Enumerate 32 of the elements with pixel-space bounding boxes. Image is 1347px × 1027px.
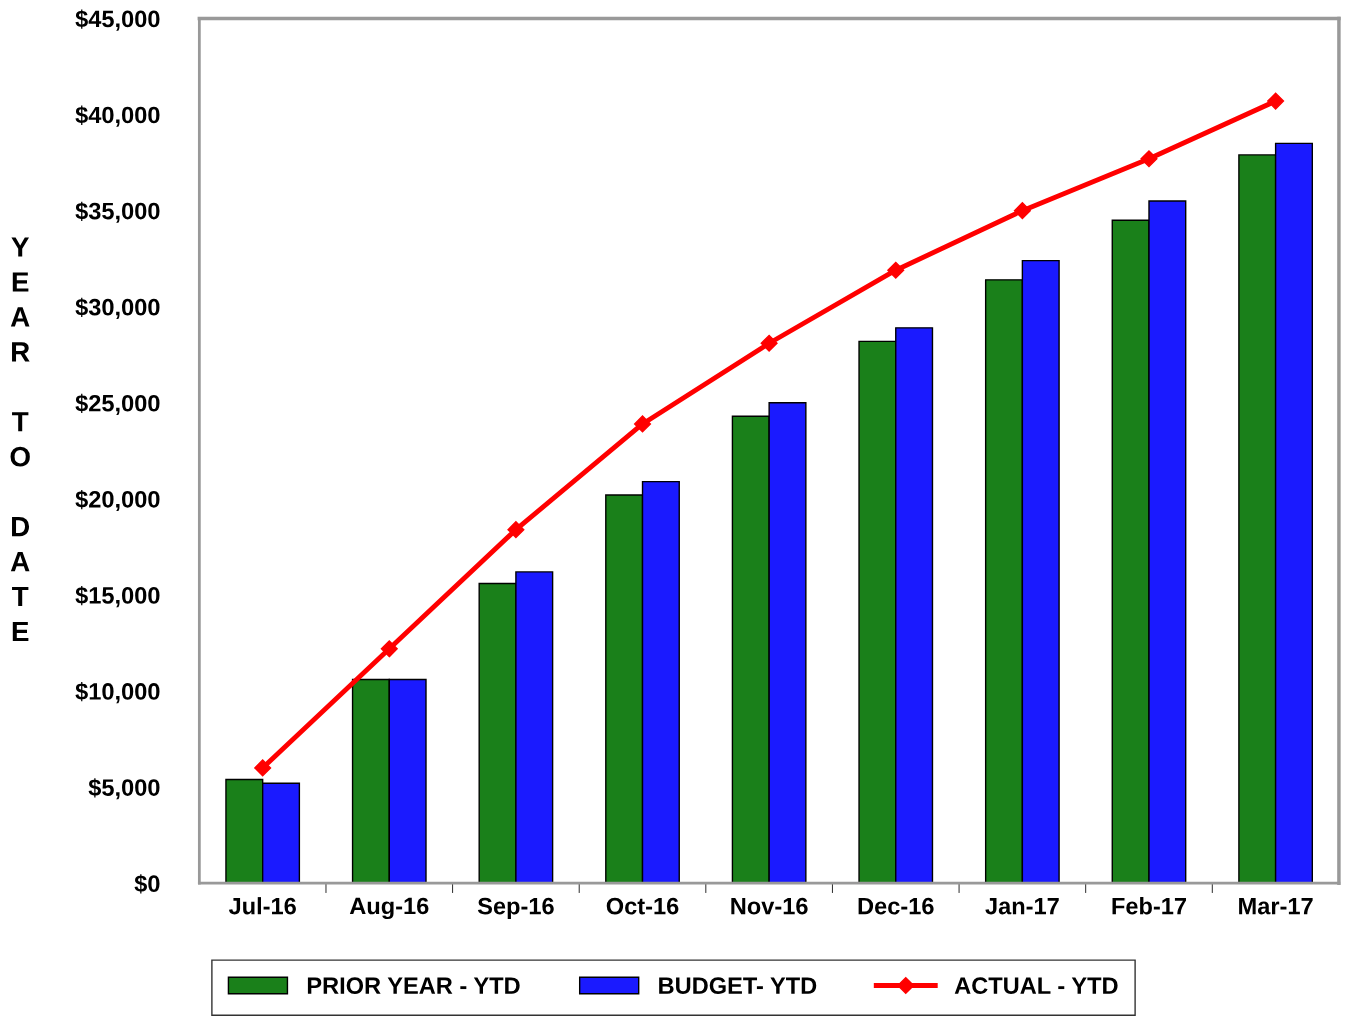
x-tick-label: Jan-17 (985, 897, 1059, 915)
x-tick-label: Sep-16 (477, 897, 554, 920)
legend-label: BUDGET- YTD (659, 977, 817, 994)
y-tick-label: $30,000 (75, 297, 160, 319)
legend-label: PRIOR YEAR - YTD (307, 977, 520, 994)
point (633, 415, 652, 433)
x-tick-label: Feb-17 (1112, 897, 1187, 915)
y-tick-label: $40,000 (75, 105, 160, 127)
y-tick-label: $35,000 (75, 201, 160, 223)
x-tick-label: Jul-16 (228, 897, 296, 915)
point (760, 334, 778, 352)
point (887, 261, 905, 279)
y-tick-label: $0 (134, 874, 160, 894)
x-tick-label: Aug-16 (349, 897, 429, 920)
y-tick-label: $10,000 (75, 682, 160, 704)
point (1013, 202, 1031, 220)
x-tick-label: Mar-17 (1239, 897, 1313, 915)
x-tick-label: Nov-16 (731, 897, 808, 915)
point (380, 640, 398, 658)
point (1267, 92, 1285, 110)
legend-label: ACTUAL - YTD (954, 977, 1118, 994)
x-tick-label: Dec-16 (858, 897, 934, 915)
point (507, 521, 525, 539)
y-tick-label: $25,000 (75, 393, 160, 416)
y-tick-label: $5,000 (88, 778, 160, 800)
y-tick-label: $15,000 (75, 586, 160, 608)
text: YEAR TO DATE (10, 237, 30, 642)
y-tick-label: $45,000 (75, 9, 160, 31)
point (1140, 150, 1158, 168)
x-tick-label: Oct-16 (606, 897, 679, 915)
point (254, 759, 272, 777)
y-tick-label: $20,000 (75, 489, 160, 512)
